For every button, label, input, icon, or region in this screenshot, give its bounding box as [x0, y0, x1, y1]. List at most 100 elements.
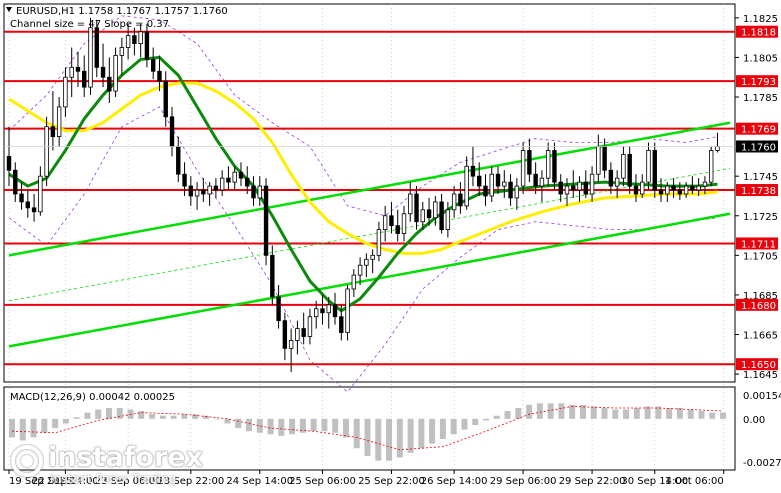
candle — [82, 55, 87, 98]
candle — [263, 178, 269, 266]
candle-body — [502, 181, 507, 187]
y-tick-label: 1.1685 — [743, 291, 778, 302]
channel-line-upper — [8, 121, 731, 257]
candle — [288, 328, 294, 373]
macd-histogram-bar — [709, 412, 716, 419]
candle-body — [345, 288, 350, 333]
y-tick-label: 1.1825 — [743, 14, 778, 25]
macd-histogram-bar — [342, 418, 349, 438]
candle — [188, 176, 194, 206]
candle-body — [715, 146, 720, 151]
candle-body — [508, 181, 513, 199]
candle — [564, 178, 570, 206]
x-tick-label: 23 Sep 06:00 — [95, 476, 162, 487]
candle-body — [132, 35, 137, 44]
macd-histogram-bar — [299, 418, 306, 433]
candle-body — [13, 169, 18, 195]
watermark: instaforex Instant Forex Trading — [10, 442, 250, 488]
candle-body — [207, 185, 212, 195]
candle-body — [539, 177, 545, 187]
candle-body — [646, 150, 651, 183]
candle-body — [357, 264, 363, 276]
candle — [439, 193, 444, 234]
candle-body — [75, 66, 81, 72]
candle — [702, 176, 708, 194]
candle — [50, 91, 56, 151]
candle — [107, 57, 112, 103]
candle-body — [477, 175, 482, 187]
candle — [690, 176, 695, 194]
macd-tick-label: 0.00 — [743, 415, 765, 426]
dropdown-triangle-icon — [6, 7, 12, 12]
candle — [433, 195, 438, 226]
candle-body — [627, 154, 632, 187]
candle — [558, 174, 563, 202]
y-tick-label: 1.1805 — [743, 53, 778, 64]
x-tick-label: 22 Sep 14:00 — [32, 476, 99, 487]
candle-body — [69, 66, 74, 78]
candle-body — [219, 177, 225, 191]
candle — [44, 116, 49, 187]
candle-body — [63, 76, 68, 108]
candle — [408, 182, 413, 222]
candle — [314, 300, 319, 329]
candle-body — [583, 181, 588, 195]
candle — [113, 47, 118, 98]
candle-body — [263, 185, 269, 256]
candle — [414, 186, 419, 230]
macd-histogram-bar — [73, 417, 80, 419]
candle-body — [389, 215, 394, 227]
level-label-box — [736, 237, 778, 250]
candle — [370, 249, 375, 274]
candle-body — [19, 193, 24, 203]
candle-body — [489, 173, 494, 197]
level-label-box — [736, 298, 778, 311]
candle-body — [270, 254, 275, 298]
candle — [539, 170, 545, 202]
macd-histogram-bar — [633, 407, 640, 419]
x-tick-label: 26 Sep 14:00 — [421, 476, 488, 487]
candle — [533, 162, 538, 194]
candle-body — [552, 150, 557, 183]
macd-label: MACD(12,26,9) 0.00042 0.00025 — [10, 392, 175, 403]
x-tick-label: 19 Sep 2025 — [9, 476, 72, 487]
candle-body — [282, 320, 288, 349]
candle — [332, 292, 338, 325]
macd-histogram-bar — [450, 418, 457, 435]
candle — [31, 193, 37, 222]
candle-body — [420, 209, 425, 223]
candle-body — [138, 31, 143, 44]
y-tick-label: 1.1745 — [743, 172, 778, 183]
candle — [451, 186, 457, 218]
candle-body — [683, 185, 689, 195]
macd-histogram-bar — [105, 407, 112, 419]
macd-histogram-bar — [95, 409, 102, 419]
macd-histogram-bar — [30, 418, 37, 438]
macd-histogram-bar — [666, 407, 673, 419]
candle — [88, 17, 93, 96]
candle — [577, 176, 582, 202]
macd-histogram-bar — [461, 418, 468, 430]
macd-histogram-bar — [558, 403, 565, 419]
y-tick-label: 1.1665 — [743, 331, 778, 342]
candle — [520, 142, 526, 194]
candle — [119, 37, 125, 76]
candle-body — [677, 189, 683, 195]
candle-body — [150, 59, 156, 72]
macd-histogram-bar — [515, 407, 522, 419]
x-tick-label: 25 Sep 22:00 — [358, 476, 425, 487]
candle-body — [182, 173, 187, 187]
candle-body — [414, 193, 419, 223]
candle — [13, 162, 18, 202]
macd-histogram-bar — [267, 418, 274, 435]
macd-histogram-bar — [159, 415, 166, 419]
candle-body — [408, 193, 413, 215]
candle-body — [213, 185, 219, 191]
y-tick-label: 1.1785 — [743, 93, 778, 104]
candle — [19, 182, 24, 210]
x-tick-label: 29 Sep 06:00 — [490, 476, 557, 487]
candle — [514, 178, 520, 210]
candle-body — [564, 185, 570, 195]
candle-body — [31, 207, 37, 213]
